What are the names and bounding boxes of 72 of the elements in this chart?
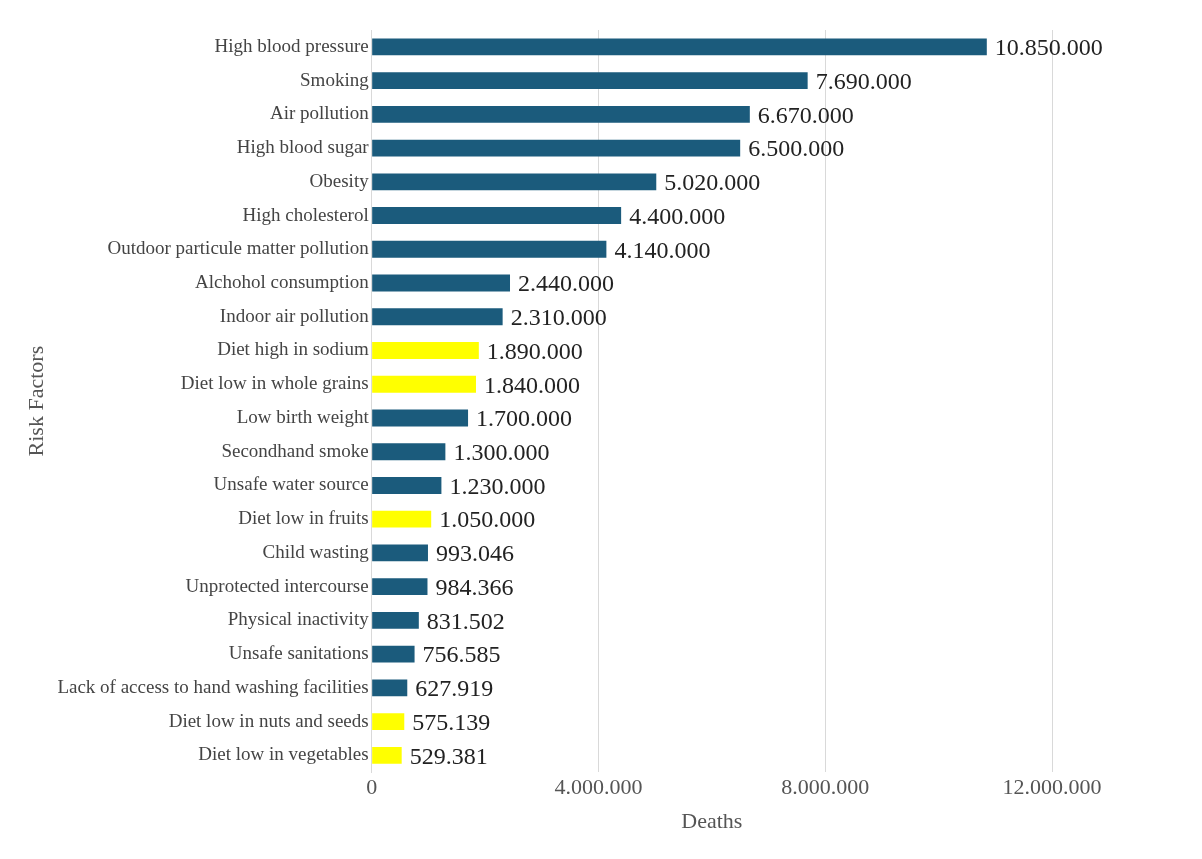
y-tick-label: Diet low in nuts and seeds (168, 709, 369, 731)
x-tick-label: 0 (366, 774, 378, 800)
y-tick-label: Diet low in whole grains (180, 372, 369, 394)
y-tick-label: Diet low in vegetables (198, 743, 369, 765)
y-tick-label: Child wasting (262, 540, 370, 562)
data-label: 1.230.000 (449, 472, 546, 499)
y-tick-label: Alchohol consumption (195, 271, 370, 293)
data-label: 529.381 (409, 742, 488, 769)
bar (372, 240, 607, 258)
bar (372, 409, 469, 427)
data-label: 1.050.000 (439, 506, 536, 533)
y-tick-label: Air pollution (269, 102, 370, 124)
data-label: 5.020.000 (664, 169, 761, 196)
y-tick-label: Indoor air pollution (219, 304, 370, 326)
y-axis-title: Risk Factors (22, 345, 48, 457)
data-label: 1.700.000 (476, 405, 573, 432)
bar (372, 477, 442, 494)
bar (372, 308, 503, 326)
data-label: 831.502 (426, 607, 505, 634)
bar (372, 342, 479, 359)
data-label: 4.140.000 (614, 236, 711, 263)
y-tick-label: Diet high in sodium (217, 338, 369, 360)
bar (372, 611, 419, 629)
data-label: 1.300.000 (453, 439, 550, 465)
bar (372, 207, 622, 224)
data-label: 2.440.000 (518, 270, 615, 297)
data-label: 984.366 (435, 573, 514, 600)
y-tick-label: High blood sugar (236, 136, 370, 158)
bar (372, 679, 408, 697)
data-label: 993.046 (435, 540, 514, 567)
data-label: 6.670.000 (757, 101, 854, 128)
data-label: 575.139 (412, 708, 491, 735)
y-tick-label: High blood pressure (214, 34, 369, 56)
bar (372, 510, 432, 528)
data-label: 7.690.000 (815, 67, 912, 94)
bar (372, 38, 987, 56)
x-tick-label: 12.000.000 (1002, 774, 1102, 800)
data-label: 2.310.000 (510, 304, 607, 331)
data-label: 1.840.000 (483, 371, 580, 398)
data-label: 6.500.000 (748, 135, 845, 162)
y-tick-label: Unprotected intercourse (185, 574, 369, 596)
bar (372, 139, 741, 157)
y-tick-label: Secondhand smoke (221, 439, 369, 461)
bar (372, 544, 428, 562)
y-tick-label: High cholesterol (242, 203, 369, 225)
bar (372, 105, 750, 123)
bar (372, 578, 428, 596)
y-tick-label: Outdoor particule matter pollution (107, 237, 370, 259)
data-label: 756.585 (422, 641, 501, 668)
y-tick-label: Unsafe water source (213, 473, 369, 495)
y-tick-label: Smoking (300, 68, 370, 90)
y-tick-label: Obesity (309, 169, 370, 191)
x-tick-label: 8.000.000 (781, 774, 870, 800)
bar (372, 645, 415, 663)
y-tick-label: Physical inactivity (227, 608, 370, 630)
y-tick-label: Diet low in fruits (238, 507, 369, 529)
y-tick-label: Lack of access to hand washing facilities (57, 675, 369, 697)
bar (372, 713, 405, 731)
data-label: 4.400.000 (629, 202, 726, 229)
x-axis-title: Deaths (681, 807, 743, 833)
data-label: 627.919 (415, 675, 494, 702)
data-label: 10.850.000 (994, 34, 1103, 61)
bar (372, 173, 657, 191)
bar (372, 72, 808, 90)
data-label: 1.890.000 (486, 337, 583, 364)
bar (372, 375, 476, 393)
bar (372, 443, 446, 461)
y-tick-label: Unsafe sanitations (228, 642, 369, 664)
bar (372, 746, 402, 764)
x-tick-label: 4.000.000 (554, 774, 643, 800)
y-tick-label: Low birth weight (236, 405, 370, 427)
bar (372, 274, 511, 292)
